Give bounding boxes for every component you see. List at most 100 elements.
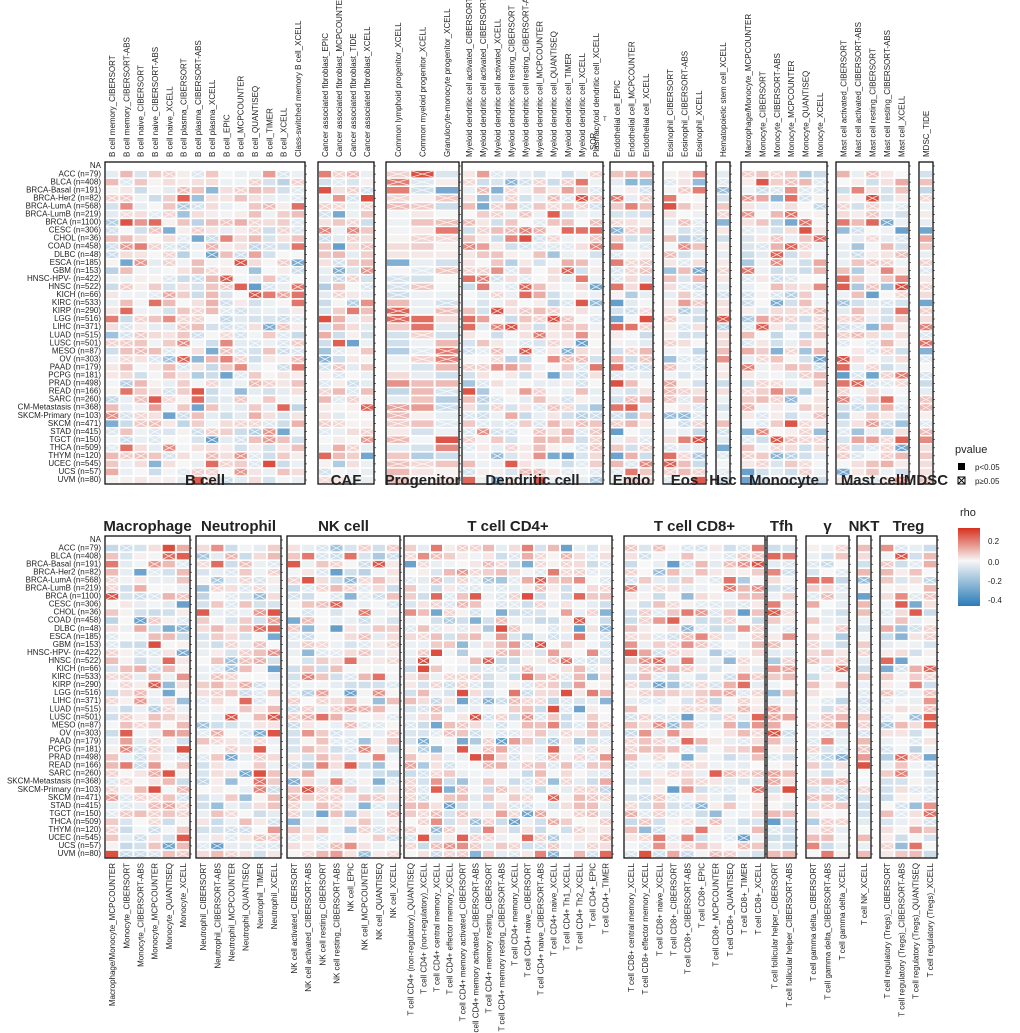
nonsignificant-cross	[386, 713, 400, 721]
heatmap-cell	[344, 593, 357, 600]
heatmap-cell	[457, 794, 468, 801]
nonsignificant-cross	[253, 729, 266, 737]
heatmap-cell	[234, 460, 247, 468]
heatmap-cell	[386, 705, 399, 713]
heatmap-cell	[587, 713, 598, 721]
heatmap-cell	[470, 770, 481, 777]
heatmap-cell	[574, 649, 585, 656]
heatmap-cell	[411, 323, 434, 331]
column-label: Cancer associated fibroblast_MCPCOUNTER	[335, 0, 344, 157]
heatmap-cell	[302, 665, 315, 673]
nonsignificant-cross	[358, 850, 371, 858]
heatmap-cell	[575, 452, 588, 460]
heatmap-cell	[361, 259, 373, 266]
heatmap-cell	[895, 315, 908, 323]
heatmap-cell	[411, 211, 434, 218]
heatmap-cell	[148, 786, 161, 793]
heatmap-cell	[444, 705, 455, 713]
nonsignificant-cross	[134, 420, 148, 428]
heatmap-cell	[134, 536, 147, 544]
heatmap-cell	[120, 770, 133, 777]
nonsignificant-cross	[318, 234, 332, 243]
heatmap-cell	[880, 396, 894, 403]
heatmap-cell	[263, 170, 276, 178]
heatmap-cell	[756, 211, 769, 218]
heatmap-cell	[589, 372, 602, 379]
heatmap-cell	[600, 641, 611, 648]
nonsignificant-cross	[836, 323, 850, 331]
heatmap-cell	[678, 380, 691, 387]
nonsignificant-cross	[741, 226, 755, 235]
heatmap-cell	[239, 802, 252, 809]
heatmap-cell	[785, 299, 798, 307]
nonsignificant-cross	[346, 170, 360, 178]
heatmap-cell	[277, 396, 290, 403]
heatmap-cell	[405, 609, 416, 616]
heatmap-cell	[522, 754, 533, 761]
nonsignificant-cross	[162, 275, 176, 283]
heatmap-cell	[611, 364, 624, 371]
nonsignificant-cross	[534, 552, 547, 560]
nonsignificant-cross	[533, 331, 546, 339]
heatmap-cell	[813, 219, 826, 226]
heatmap-cell	[211, 713, 224, 721]
column-label: Mast cell resting_CIBERSORT	[869, 48, 878, 157]
nonsignificant-cross	[253, 777, 266, 786]
heatmap-cell	[742, 307, 755, 315]
nonsignificant-cross	[561, 178, 574, 186]
heatmap-cell	[134, 544, 147, 552]
heatmap-cell	[589, 364, 602, 371]
heatmap-cell	[575, 283, 588, 291]
nonsignificant-cross	[191, 170, 205, 178]
heatmap-cell	[197, 834, 210, 842]
heatmap-cell	[206, 227, 219, 234]
nonsignificant-cross	[301, 641, 315, 649]
heatmap-cell	[330, 625, 343, 632]
panel: Eosinophil_CIBERSORT Eosinophil_CIBERSORT…	[662, 51, 708, 489]
heatmap-cell	[163, 468, 176, 476]
heatmap-cell	[225, 762, 238, 769]
nonsignificant-cross	[770, 436, 784, 444]
heatmap-cell	[509, 681, 520, 689]
nonsignificant-cross	[589, 436, 603, 444]
heatmap-cell	[444, 649, 455, 656]
row-label: OV (n=303)	[59, 728, 101, 737]
heatmap-cell	[533, 307, 546, 315]
nonsignificant-cross	[866, 259, 879, 267]
heatmap-cell	[625, 323, 638, 331]
heatmap-cell	[444, 786, 455, 793]
heatmap-cell	[587, 730, 598, 737]
column-label: Mast cell activated_CIBERSORT-ABS	[854, 22, 863, 157]
nonsignificant-cross	[770, 395, 784, 404]
heatmap-cell	[611, 331, 624, 339]
nonsignificant-cross	[770, 259, 784, 267]
nonsignificant-cross	[534, 641, 547, 649]
heatmap-cell	[361, 170, 373, 178]
heatmap-cell	[220, 243, 233, 250]
heatmap-cell	[253, 794, 266, 801]
heatmap-cell	[431, 633, 442, 640]
heatmap-cell	[234, 388, 247, 395]
nonsignificant-cross	[105, 641, 119, 649]
heatmap-cell	[444, 552, 455, 560]
nonsignificant-cross	[220, 323, 233, 331]
heatmap-cell	[785, 235, 798, 242]
nonsignificant-cross	[880, 347, 894, 355]
column-label: NK cell resting_CIBERSORT	[318, 863, 327, 966]
heatmap-cell	[220, 251, 233, 258]
heatmap-cell	[548, 536, 559, 544]
heatmap-cell	[470, 705, 481, 713]
heatmap-cell	[220, 187, 233, 194]
heatmap-cell	[547, 460, 560, 468]
heatmap-cell	[799, 388, 812, 395]
nonsignificant-cross	[456, 624, 469, 633]
heatmap-cell	[692, 347, 705, 355]
heatmap-cell	[548, 577, 559, 584]
heatmap-cell	[431, 794, 442, 801]
nonsignificant-cross	[716, 315, 730, 323]
nonsignificant-cross	[372, 802, 386, 810]
heatmap-cell	[405, 560, 416, 568]
heatmap-cell	[277, 428, 290, 435]
heatmap-cell	[333, 339, 345, 347]
nonsignificant-cross	[162, 242, 176, 251]
